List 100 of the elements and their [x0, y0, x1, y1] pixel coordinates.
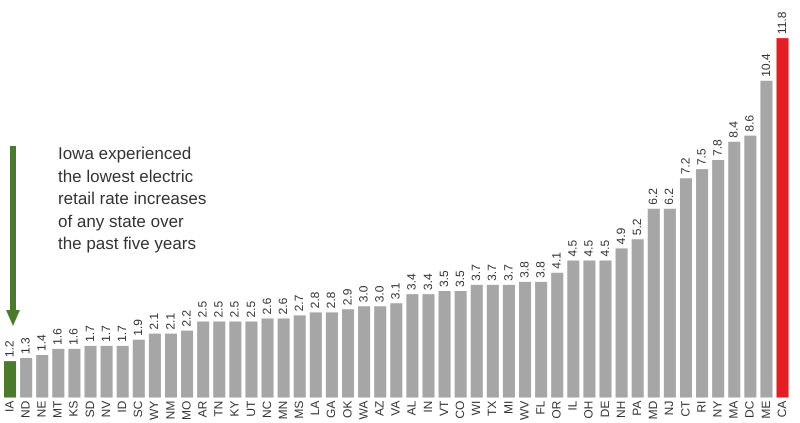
data-label: 8.6 [742, 114, 757, 132]
bar [4, 361, 16, 398]
x-tick-label: DE [598, 400, 612, 418]
x-tick-label: LA [308, 400, 322, 416]
annotation: Iowa experienced the lowest electric retail rate increases of any state over the past five years [58, 143, 208, 255]
bar [132, 340, 145, 398]
bar [68, 348, 80, 398]
bar [744, 136, 756, 398]
data-label: 7.8 [710, 138, 724, 156]
x-tick-label: CA [774, 400, 789, 418]
data-label: 1.7 [115, 324, 130, 342]
bar [583, 260, 596, 398]
data-label: 3.1 [388, 282, 403, 300]
bar [164, 334, 178, 398]
data-label: 1.2 [2, 340, 16, 358]
bar [648, 208, 660, 398]
bar [310, 312, 322, 398]
bar [616, 248, 628, 398]
data-label: 4.5 [566, 240, 580, 257]
bar [760, 80, 772, 398]
x-tick-label: WV [517, 400, 532, 420]
x-tick-label: NC [260, 400, 274, 418]
x-tick-label: KS [66, 400, 81, 417]
x-tick-label: ME [758, 400, 773, 419]
data-label: 4.5 [598, 240, 612, 257]
data-label: 6.2 [646, 188, 660, 205]
bar [422, 294, 435, 398]
data-label: 11.8 [774, 11, 789, 34]
bar [664, 208, 676, 398]
bar [470, 284, 483, 398]
data-label: 4.1 [550, 252, 564, 269]
bar [390, 303, 402, 398]
bar [632, 239, 644, 398]
x-tick-label: OH [582, 400, 596, 419]
data-label: 2.5 [212, 300, 226, 318]
data-label: 2.8 [308, 291, 322, 308]
data-label: 7.5 [694, 148, 708, 166]
bar [262, 318, 274, 398]
data-label: 1.6 [50, 328, 65, 345]
bar [148, 334, 161, 398]
x-tick-label: UT [244, 400, 258, 417]
x-tick-label: KY [228, 400, 242, 417]
bar [712, 160, 724, 398]
x-tick-label: NH [614, 400, 628, 418]
data-label: 1.4 [34, 334, 49, 352]
data-label: 2.2 [179, 310, 194, 327]
data-label: 3.5 [436, 270, 451, 288]
x-tick-label: NJ [662, 400, 676, 416]
bar [278, 318, 290, 398]
data-label: 2.1 [163, 312, 178, 330]
x-tick-label: NV [98, 400, 113, 418]
bar [374, 306, 386, 398]
bar [567, 260, 580, 398]
x-tick-label: TX [485, 400, 500, 416]
x-tick-label: ID [115, 400, 130, 413]
data-label: 3.0 [372, 285, 387, 302]
x-tick-label: DC [742, 400, 757, 418]
bar [20, 358, 32, 398]
bar [519, 282, 532, 398]
bar [696, 169, 708, 398]
x-tick-label: GA [324, 400, 338, 418]
bar [229, 321, 242, 398]
bar [100, 346, 113, 398]
x-tick-label: MA [726, 400, 741, 419]
data-label: 2.5 [195, 300, 210, 318]
x-tick-label: MS [292, 400, 306, 419]
x-tick-label: OR [550, 400, 564, 419]
x-tick-label: AL [404, 400, 419, 416]
bar [406, 294, 418, 398]
bar [245, 321, 258, 398]
data-label: 3.4 [404, 273, 419, 290]
x-tick-label: WA [356, 400, 370, 420]
data-label: 1.7 [98, 324, 113, 342]
data-label: 5.2 [630, 218, 644, 236]
data-label: 1.6 [66, 328, 81, 345]
x-tick-label: NE [34, 400, 49, 418]
x-tick-label: AR [195, 400, 210, 418]
x-tick-label: NM [163, 400, 178, 420]
bar [358, 306, 370, 398]
x-tick-label: FL [533, 400, 548, 415]
x-tick-label: IA [2, 400, 16, 412]
x-tick-label: MT [50, 400, 65, 418]
bar [116, 346, 129, 398]
data-label: 6.2 [662, 188, 676, 205]
x-tick-label: IL [566, 400, 580, 411]
x-tick-label: AZ [372, 400, 387, 416]
x-tick-label: MI [501, 400, 516, 414]
x-tick-label: IN [420, 400, 435, 413]
bar [181, 330, 194, 398]
x-tick-label: SC [131, 400, 146, 418]
data-label: 2.7 [292, 294, 306, 312]
bar [84, 346, 97, 398]
x-tick-label: CT [678, 400, 692, 417]
data-label: 4.5 [582, 240, 596, 257]
bar [776, 38, 789, 398]
data-label: 3.4 [420, 273, 435, 290]
data-label: 8.4 [726, 120, 741, 138]
data-label: 3.8 [533, 260, 548, 278]
data-label: 2.1 [147, 312, 162, 330]
bar [680, 178, 692, 398]
